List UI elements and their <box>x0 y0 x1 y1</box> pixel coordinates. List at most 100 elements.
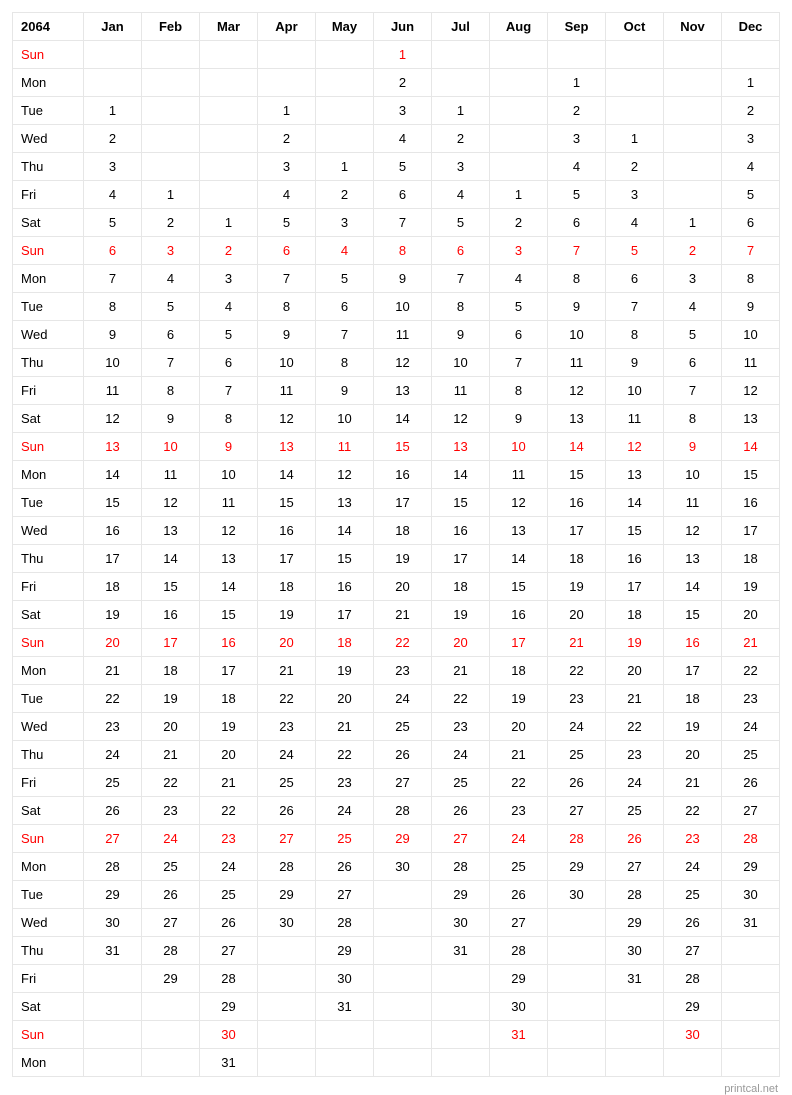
date-cell: 10 <box>490 433 548 461</box>
date-cell: 17 <box>548 517 606 545</box>
date-cell: 12 <box>374 349 432 377</box>
date-cell: 6 <box>432 237 490 265</box>
date-cell: 10 <box>316 405 374 433</box>
date-cell: 13 <box>258 433 316 461</box>
table-row: Thu3128272931283027 <box>13 937 780 965</box>
date-cell <box>374 937 432 965</box>
date-cell <box>258 1021 316 1049</box>
day-label: Thu <box>13 545 84 573</box>
date-cell <box>258 69 316 97</box>
table-row: Tue151211151317151216141116 <box>13 489 780 517</box>
date-cell <box>490 125 548 153</box>
date-cell: 24 <box>432 741 490 769</box>
day-label: Sat <box>13 209 84 237</box>
date-cell: 14 <box>374 405 432 433</box>
date-cell <box>374 881 432 909</box>
table-row: Mon743759748638 <box>13 265 780 293</box>
day-label: Thu <box>13 937 84 965</box>
date-cell: 14 <box>606 489 664 517</box>
date-cell: 29 <box>142 965 200 993</box>
date-cell: 14 <box>722 433 780 461</box>
date-cell: 12 <box>722 377 780 405</box>
date-cell: 9 <box>548 293 606 321</box>
date-cell: 24 <box>200 853 258 881</box>
date-cell <box>316 69 374 97</box>
date-cell: 22 <box>258 685 316 713</box>
table-row: Wed232019232125232024221924 <box>13 713 780 741</box>
date-cell: 1 <box>490 181 548 209</box>
date-cell: 9 <box>374 265 432 293</box>
date-cell <box>664 125 722 153</box>
date-cell: 29 <box>722 853 780 881</box>
date-cell: 8 <box>374 237 432 265</box>
month-header: Mar <box>200 13 258 41</box>
date-cell: 21 <box>432 657 490 685</box>
date-cell: 3 <box>200 265 258 293</box>
date-cell: 3 <box>84 153 142 181</box>
date-cell: 16 <box>548 489 606 517</box>
date-cell: 1 <box>548 69 606 97</box>
date-cell: 14 <box>84 461 142 489</box>
date-cell <box>258 41 316 69</box>
date-cell: 19 <box>258 601 316 629</box>
date-cell: 21 <box>84 657 142 685</box>
date-cell: 19 <box>722 573 780 601</box>
date-cell <box>490 97 548 125</box>
date-cell: 24 <box>490 825 548 853</box>
date-cell: 20 <box>490 713 548 741</box>
date-cell: 18 <box>316 629 374 657</box>
table-row: Sun632648637527 <box>13 237 780 265</box>
date-cell: 20 <box>84 629 142 657</box>
date-cell: 10 <box>722 321 780 349</box>
date-cell: 7 <box>606 293 664 321</box>
date-cell: 18 <box>142 657 200 685</box>
day-label: Mon <box>13 461 84 489</box>
month-header: Jul <box>432 13 490 41</box>
date-cell: 27 <box>316 881 374 909</box>
date-cell: 21 <box>664 769 722 797</box>
date-cell: 4 <box>84 181 142 209</box>
date-cell: 17 <box>84 545 142 573</box>
date-cell <box>606 69 664 97</box>
month-header: Oct <box>606 13 664 41</box>
date-cell <box>142 41 200 69</box>
day-label: Fri <box>13 769 84 797</box>
table-row: Wed161312161418161317151217 <box>13 517 780 545</box>
table-row: Sat262322262428262327252227 <box>13 797 780 825</box>
date-cell: 24 <box>374 685 432 713</box>
date-cell: 19 <box>316 657 374 685</box>
date-cell: 4 <box>200 293 258 321</box>
date-cell: 23 <box>200 825 258 853</box>
date-cell <box>258 965 316 993</box>
date-cell: 22 <box>606 713 664 741</box>
day-label: Tue <box>13 881 84 909</box>
day-label: Sun <box>13 1021 84 1049</box>
date-cell: 24 <box>606 769 664 797</box>
table-row: Wed2242313 <box>13 125 780 153</box>
month-header: May <box>316 13 374 41</box>
date-cell: 25 <box>258 769 316 797</box>
date-cell: 4 <box>142 265 200 293</box>
day-label: Mon <box>13 853 84 881</box>
date-cell: 14 <box>490 545 548 573</box>
table-row: Wed30272630283027292631 <box>13 909 780 937</box>
date-cell: 4 <box>722 153 780 181</box>
date-cell: 25 <box>200 881 258 909</box>
date-cell: 8 <box>258 293 316 321</box>
date-cell <box>200 153 258 181</box>
date-cell: 9 <box>84 321 142 349</box>
date-cell: 17 <box>316 601 374 629</box>
date-cell: 15 <box>316 545 374 573</box>
table-row: Thu107610812107119611 <box>13 349 780 377</box>
date-cell <box>374 1021 432 1049</box>
date-cell: 11 <box>722 349 780 377</box>
date-cell <box>606 993 664 1021</box>
date-cell: 22 <box>316 741 374 769</box>
date-cell: 7 <box>258 265 316 293</box>
table-row: Tue2926252927292630282530 <box>13 881 780 909</box>
table-row: Mon282524282630282529272429 <box>13 853 780 881</box>
table-row: Sun1 <box>13 41 780 69</box>
date-cell: 16 <box>490 601 548 629</box>
day-label: Sat <box>13 797 84 825</box>
date-cell: 26 <box>432 797 490 825</box>
